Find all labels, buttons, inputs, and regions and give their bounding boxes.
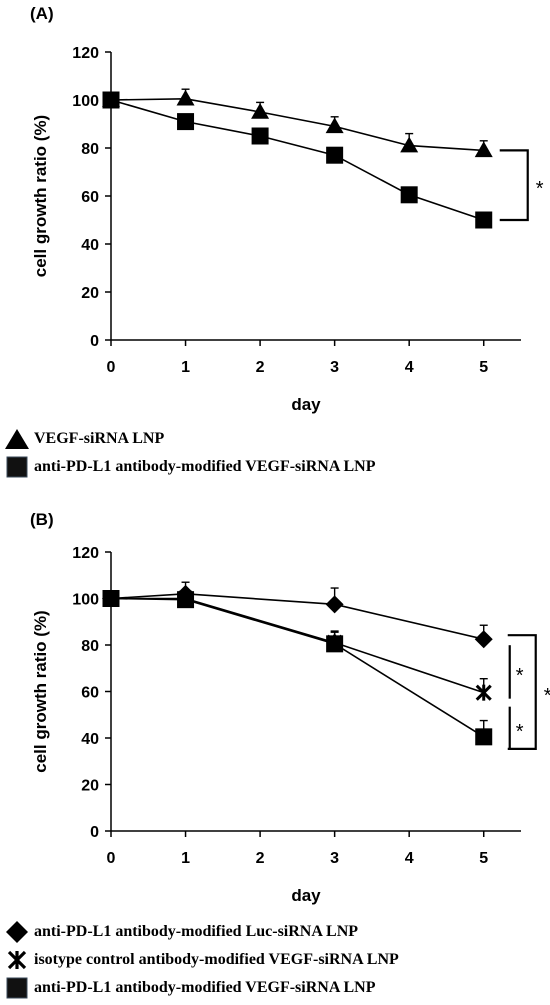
y-axis-label: cell growth ratio (%) <box>31 115 50 277</box>
series-2 <box>102 91 493 229</box>
significance-bracket: * <box>499 149 544 222</box>
legend-a-label-1: VEGF-siRNA LNP <box>34 430 165 447</box>
data-point <box>176 89 195 106</box>
x-tick-label: 5 <box>479 359 488 376</box>
series-1 <box>102 581 493 649</box>
legend-b-label-2: isotype control antibody-modified VEGF-s… <box>34 951 399 968</box>
diamond-icon <box>0 919 34 945</box>
x-tick-label: 0 <box>107 359 116 376</box>
series-2 <box>102 590 492 701</box>
data-point <box>400 136 419 153</box>
series-line <box>110 97 484 152</box>
square-icon <box>0 975 34 1001</box>
x-axis-label: day <box>291 886 321 905</box>
series-line <box>110 99 484 221</box>
y-tick-label: 100 <box>72 93 99 110</box>
data-point <box>474 630 493 649</box>
data-point <box>475 684 492 701</box>
y-tick-label: 120 <box>72 45 99 62</box>
data-point <box>251 103 270 119</box>
data-point <box>325 595 344 614</box>
x-tick-label: 3 <box>330 850 339 867</box>
x-star-icon <box>0 947 34 973</box>
data-point <box>251 127 269 145</box>
bracket-line <box>507 634 537 750</box>
data-point <box>475 728 493 746</box>
square-icon <box>0 454 34 480</box>
panel-a-label: (A) <box>30 4 54 23</box>
x-tick-label: 2 <box>256 359 265 376</box>
y-tick-label: 0 <box>90 333 99 350</box>
legend-b-label-1: anti-PD-L1 antibody-modified Luc-siRNA L… <box>34 923 359 940</box>
panel-b-label: (B) <box>30 510 54 529</box>
legend-b-label-3: anti-PD-L1 antibody-modified VEGF-siRNA … <box>34 979 376 996</box>
data-point <box>325 117 344 134</box>
legend-a-label-2: anti-PD-L1 antibody-modified VEGF-siRNA … <box>34 458 376 475</box>
legend-b-item-2: isotype control antibody-modified VEGF-s… <box>0 946 550 974</box>
data-point <box>102 590 120 607</box>
data-point <box>400 186 418 204</box>
significance-label: * <box>536 178 544 200</box>
series-line <box>110 597 485 738</box>
panel-b: 0 20 40 60 80 100 120 0 1 2 3 4 5 day cell growth rati… <box>0 500 550 915</box>
data-point <box>177 113 195 131</box>
legend-a-item-1: VEGF-siRNA LNP <box>0 425 550 453</box>
y-tick-label: 100 <box>72 592 99 609</box>
y-tick-label: 120 <box>72 545 99 562</box>
series-line <box>111 597 484 694</box>
data-point <box>326 146 344 164</box>
data-point <box>102 91 120 109</box>
series-line <box>110 593 484 640</box>
data-point <box>475 211 493 229</box>
legend-b: anti-PD-L1 antibody-modified Luc-siRNA L… <box>0 918 550 1002</box>
chart-b-svg: 0 20 40 60 80 100 120 0 1 2 3 4 5 day cell growth rati… <box>31 545 550 905</box>
x-tick-label: 1 <box>181 850 190 867</box>
y-tick-label: 80 <box>81 141 99 158</box>
data-point <box>474 141 493 158</box>
y-tick-label: 60 <box>81 189 99 206</box>
legend-b-item-1: anti-PD-L1 antibody-modified Luc-siRNA L… <box>0 918 550 946</box>
data-point <box>326 635 344 653</box>
x-tick-label: 4 <box>405 359 414 376</box>
triangle-icon <box>0 426 34 452</box>
x-axis-label: day <box>291 395 321 414</box>
significance-label: * <box>516 665 524 687</box>
x-tick-label: 2 <box>256 850 265 867</box>
significance-label: * <box>544 685 550 707</box>
y-tick-label: 40 <box>81 731 99 748</box>
y-tick-label: 60 <box>81 685 99 702</box>
y-tick-label: 40 <box>81 237 99 254</box>
y-tick-label: 80 <box>81 638 99 655</box>
significance-label: * <box>516 721 524 743</box>
significance-bracket-1: * <box>508 645 524 699</box>
legend-a-item-2: anti-PD-L1 antibody-modified VEGF-siRNA … <box>0 453 550 481</box>
legend-a: VEGF-siRNA LNP anti-PD-L1 antibody-modif… <box>0 425 550 481</box>
significance-bracket-2: * <box>508 706 524 749</box>
x-tick-label: 1 <box>181 359 190 376</box>
chart-a-svg: 0 20 40 60 80 100 120 0 1 2 3 4 5 day cell growth rati… <box>31 45 544 414</box>
bracket-line <box>499 149 529 222</box>
legend-b-item-3: anti-PD-L1 antibody-modified VEGF-siRNA … <box>0 974 550 1002</box>
x-tick-label: 5 <box>479 850 488 867</box>
y-axis-label: cell growth ratio (%) <box>31 610 50 772</box>
panel-a: 0 20 40 60 80 100 120 0 1 2 3 4 5 day cell growth rati… <box>0 0 550 415</box>
series-3 <box>102 590 493 746</box>
y-tick-label: 20 <box>81 285 99 302</box>
y-tick-label: 20 <box>81 778 99 795</box>
x-tick-label: 0 <box>107 850 116 867</box>
y-tick-label: 0 <box>90 824 99 841</box>
x-tick-label: 3 <box>330 359 339 376</box>
x-tick-label: 4 <box>405 850 414 867</box>
series-1 <box>102 88 493 158</box>
significance-bracket-3: * <box>507 634 550 750</box>
data-point <box>177 591 195 609</box>
